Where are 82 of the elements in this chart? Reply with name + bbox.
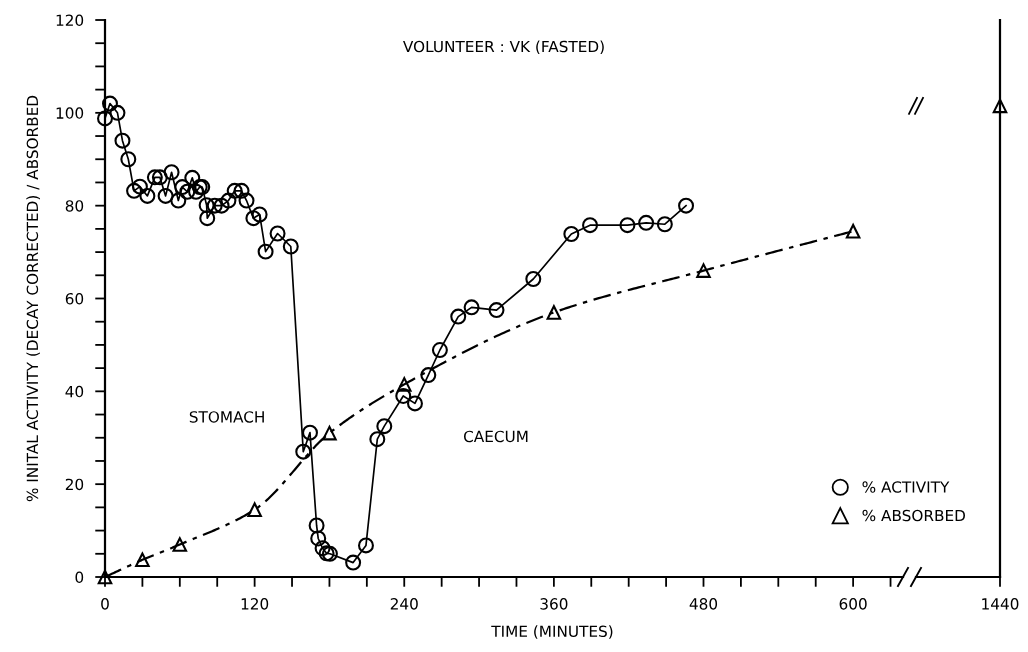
point <box>845 223 861 239</box>
point <box>120 151 137 168</box>
point <box>233 182 250 199</box>
x-tick-label: 240 <box>390 598 418 610</box>
point <box>619 217 636 234</box>
point <box>488 302 505 319</box>
point <box>188 183 205 200</box>
point <box>431 342 448 359</box>
annotation: CAECUM <box>463 430 528 443</box>
point <box>357 537 374 554</box>
point <box>463 299 480 316</box>
y-tick-label: 20 <box>65 478 84 491</box>
point <box>396 377 412 392</box>
point <box>135 552 150 568</box>
point <box>369 431 386 448</box>
point <box>174 179 191 196</box>
point <box>198 197 215 214</box>
y-tick-label: 80 <box>65 200 84 212</box>
point <box>245 210 262 227</box>
point <box>199 210 216 227</box>
x-tick-label: 120 <box>241 598 269 610</box>
point <box>184 169 201 186</box>
point <box>157 187 174 204</box>
y-axis-title: % INITAL ACTIVITY (DECAY CORRECTED) / ABSORBED <box>26 95 40 502</box>
point <box>678 197 695 214</box>
point <box>109 104 126 121</box>
point <box>376 418 393 435</box>
point <box>206 197 223 214</box>
point <box>546 305 562 320</box>
point <box>638 214 655 231</box>
point <box>314 540 331 557</box>
point <box>151 169 168 186</box>
y-tick-label: 120 <box>56 14 84 27</box>
point <box>257 243 274 260</box>
point <box>656 216 673 233</box>
point <box>345 554 362 571</box>
x-tick-label: 480 <box>689 598 718 610</box>
point <box>226 182 243 199</box>
x-axis-title: TIME (MINUTES) <box>491 625 613 639</box>
x-tick-label: 360 <box>540 598 568 610</box>
point <box>525 271 542 287</box>
point <box>322 425 337 441</box>
point <box>170 192 187 209</box>
point <box>238 192 255 209</box>
x-tick-label: 1440 <box>982 598 1019 610</box>
point <box>114 132 131 149</box>
point <box>220 192 237 209</box>
point <box>310 530 327 547</box>
point <box>282 238 299 255</box>
point <box>308 517 325 534</box>
y-tick-label: 0 <box>75 571 84 584</box>
point <box>213 197 230 214</box>
point <box>406 395 423 412</box>
point <box>582 217 599 234</box>
legend-label: % ABSORBED <box>862 509 966 522</box>
point <box>97 110 113 127</box>
point <box>302 424 318 441</box>
x-tick-label: 600 <box>839 598 867 610</box>
annotation: STOMACH <box>189 411 264 423</box>
point <box>131 178 148 195</box>
point <box>179 183 196 200</box>
point <box>420 367 437 384</box>
y-tick-label: 40 <box>65 385 84 398</box>
text: VOLUNTEER : VK (FASTED) <box>403 40 604 55</box>
y-tick-label: 100 <box>56 107 84 119</box>
point <box>126 182 143 199</box>
point <box>295 443 312 460</box>
x-tick-label: 0 <box>101 598 109 610</box>
point <box>395 387 412 404</box>
point <box>139 187 156 204</box>
legend-label: % ACTIVITY <box>862 481 950 493</box>
y-tick-label: 60 <box>65 292 84 305</box>
point <box>163 164 180 181</box>
point <box>247 502 262 517</box>
point <box>696 263 711 278</box>
point <box>251 206 268 223</box>
point <box>563 226 580 242</box>
point <box>269 225 286 242</box>
point <box>102 95 118 112</box>
point <box>450 308 467 325</box>
point <box>172 537 188 552</box>
point <box>146 169 163 186</box>
